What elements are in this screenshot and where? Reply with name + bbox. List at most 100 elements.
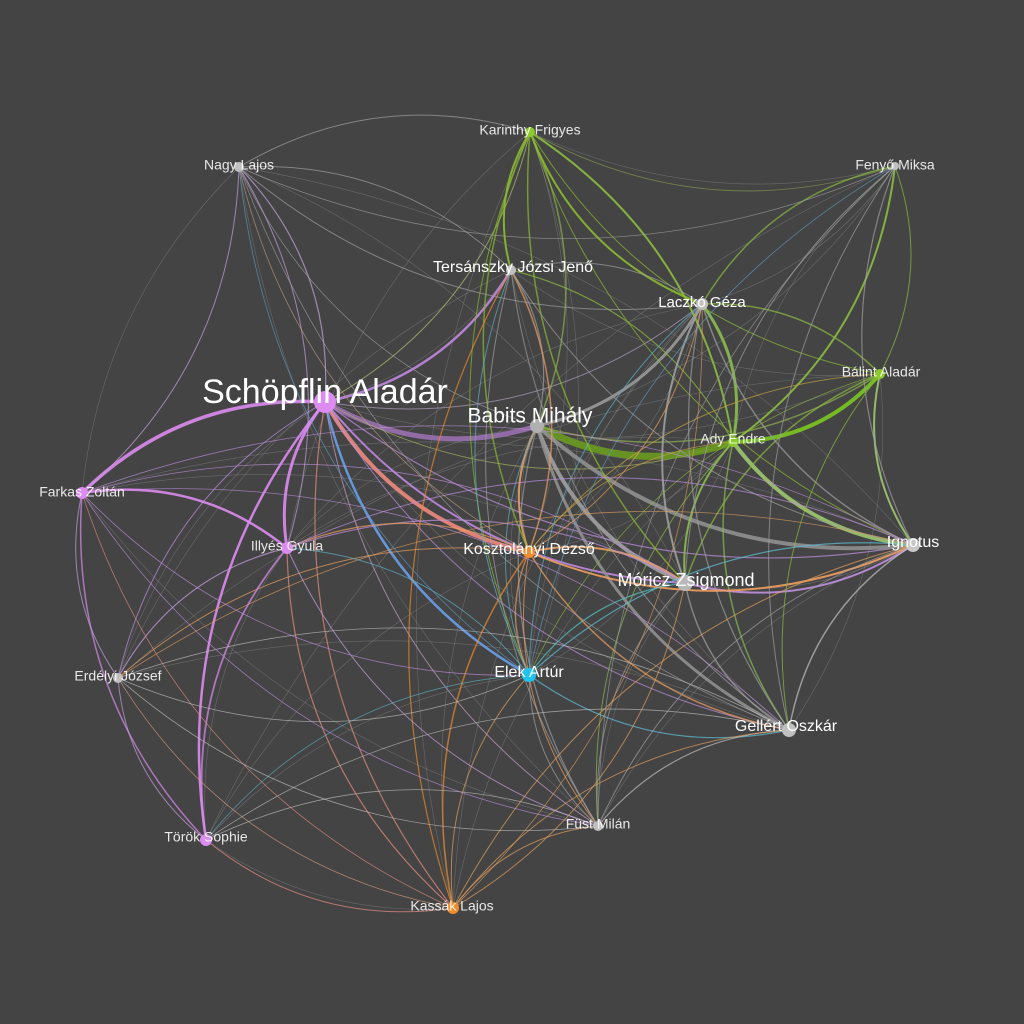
edge-fenyo-gellert [768,165,896,731]
edge-tersanszky-elek [474,269,530,676]
edge-nagy-fenyo [238,165,896,239]
edge-moricz-farkas [81,463,686,584]
faint-edge [510,269,790,731]
faint-edge [528,441,734,676]
edge-torok-kassak [205,839,454,913]
node-illyes[interactable] [281,542,293,554]
edge-karinthy-elek [469,131,531,676]
node-balint[interactable] [875,369,885,379]
edge-moricz-gellert [684,582,790,731]
faint-edge [117,640,790,731]
edge-ady-karinthy [529,131,734,443]
edge-ady-balint [731,372,882,444]
edge-ignotus-farkas [81,425,914,546]
node-karinthy[interactable] [525,127,535,137]
node-label-kassak: Kassák Lajos [410,898,493,914]
edge-kassak-laczko [452,303,703,909]
edges-layer [75,114,915,913]
edge-kosztolanyi-fust [522,551,599,827]
node-label-tersanszky: Tersánszky Józsi Jenő [433,259,593,276]
node-kassak[interactable] [447,902,459,914]
node-schopflin[interactable] [314,391,336,413]
edge-ady-fenyo [732,165,896,443]
faint-edge [81,492,599,827]
edge-kassak-moricz [452,582,686,909]
edge-kosztolanyi-illyes [286,522,530,553]
edge-farkas-kassak [81,492,454,909]
edge-tersanszky-gellert [510,269,790,731]
edge-karinthy-ignotus [529,131,914,546]
edge-farkas-erdelyi [75,492,119,679]
edge-balint-elek [528,373,881,676]
faint-edge [205,165,896,841]
edge-schopflin-moricz [324,401,686,584]
edge-schopflin-elek [323,400,531,677]
edge-farkas-nagy [81,166,240,494]
edge-nagy-elek [238,166,530,676]
edge-schopflin-torok [197,400,327,842]
edge-ignotus-erdelyi [117,511,914,679]
edge-balint-kosztolanyi [528,373,881,553]
faint-edge [324,269,512,403]
faint-edge [597,544,914,827]
edge-ignotus-fust [597,544,914,827]
edge-ady-ignotus [731,440,915,547]
node-ady[interactable] [728,437,738,447]
edge-fust-torok [205,789,599,841]
node-label-nagy: Nagy Lajos [204,157,274,173]
node-gellert[interactable] [782,723,796,737]
edge-balint-fenyo [879,165,912,375]
edge-kosztolanyi-erdelyi [117,547,530,679]
edge-nagy-gellert [238,166,790,731]
edge-erdelyi-torok [117,677,207,841]
node-label-erdelyi: Erdélyi József [74,668,161,684]
edge-nagy-babits [238,166,538,427]
edge-tersanszky-fust [485,269,599,827]
node-label-gellert: Gellért Oszkár [735,718,838,735]
node-moricz[interactable] [677,575,693,591]
edge-kosztolanyi-ignotus [528,544,914,592]
faint-edge [117,401,326,679]
edge-schopflin-erdelyi [117,401,326,679]
node-ignotus[interactable] [906,538,920,552]
node-fust[interactable] [593,821,603,831]
node-babits[interactable] [530,419,544,433]
node-fenyo[interactable] [891,162,899,170]
node-laczko[interactable] [696,298,708,310]
edge-elek-illyes [286,547,530,676]
edge-laczko-tersanszky [510,262,703,305]
edge-fenyo-elek [528,165,896,676]
edge-erdelyi-kassak [117,677,454,909]
faint-edge [529,131,896,185]
edge-gellert-kassak [452,729,790,909]
faint-edge [238,166,686,584]
edge-karinthy-nagy [238,114,531,168]
faint-edge [788,373,883,731]
edge-tersanszky-nagy [238,165,512,271]
edge-schopflin-tersanszky [323,268,513,404]
edge-schopflin-ignotus [324,401,914,559]
edge-moricz-illyes [286,519,686,584]
node-label-fust: Füst Milán [566,816,631,832]
edge-farkas-torok [79,492,207,841]
edge-karinthy-fenyo [529,131,896,192]
faint-edge [324,373,881,440]
faint-edge [205,839,454,910]
node-tersanszky[interactable] [506,265,516,275]
edge-ignotus-kassak [452,544,914,909]
node-elek[interactable] [522,668,536,682]
faint-edge [732,165,896,443]
node-nagy[interactable] [234,162,244,172]
node-label-karinthy: Karinthy Frigyes [479,122,580,138]
node-torok[interactable] [200,834,212,846]
faint-edge [452,441,734,909]
edge-ady-fust [595,441,734,827]
node-farkas[interactable] [76,487,88,499]
faint-edge [510,269,881,376]
edge-fenyo-moricz [684,165,896,584]
edge-balint-gellert [781,373,881,731]
node-kosztolanyi[interactable] [523,546,535,558]
node-erdelyi[interactable] [113,673,123,683]
nodes-layer [76,127,920,914]
edge-karinthy-moricz [526,131,686,584]
